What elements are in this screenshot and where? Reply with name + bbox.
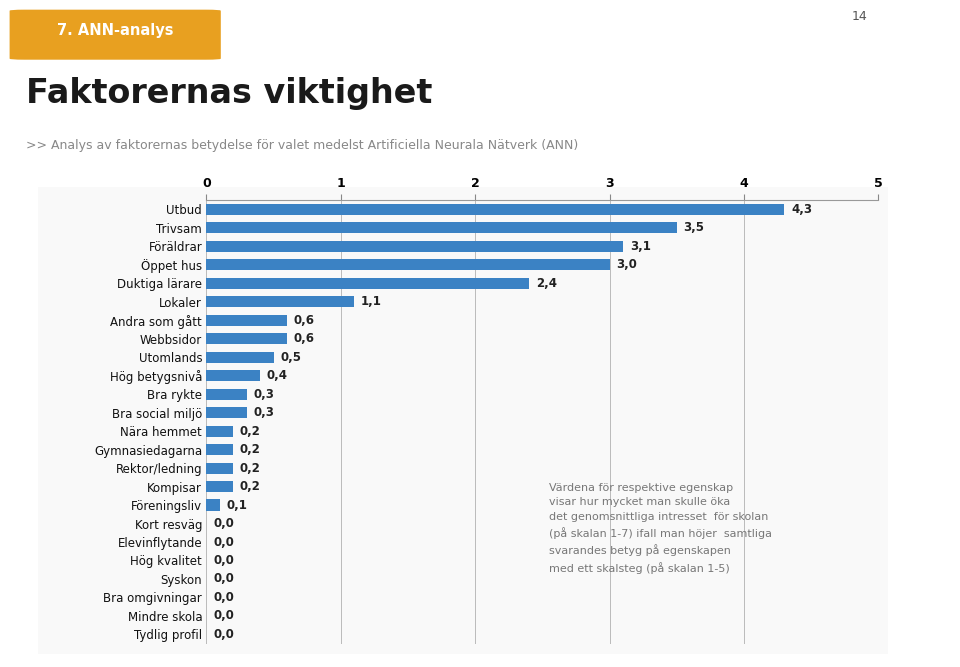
Text: 0,0: 0,0	[213, 554, 234, 567]
Text: 0,0: 0,0	[213, 591, 234, 604]
Text: 0,0: 0,0	[213, 572, 234, 586]
FancyBboxPatch shape	[10, 10, 221, 59]
Text: 0,3: 0,3	[253, 406, 275, 419]
Bar	[206, 259, 610, 270]
Bar	[206, 277, 529, 289]
Text: 0,4: 0,4	[267, 369, 288, 382]
Bar	[206, 296, 354, 307]
Text: Värdena för respektive egenskap
visar hur mycket man skulle öka
det genomsnittli: Värdena för respektive egenskap visar hu…	[549, 483, 772, 574]
Text: 0,2: 0,2	[240, 462, 261, 475]
Bar	[206, 352, 274, 363]
Bar	[206, 407, 247, 418]
Bar	[206, 462, 233, 474]
Text: 0,0: 0,0	[213, 610, 234, 622]
Bar	[206, 481, 233, 492]
Text: 0,1: 0,1	[227, 498, 248, 512]
Text: 14: 14	[852, 10, 867, 23]
Text: 0,0: 0,0	[213, 536, 234, 548]
Text: 0,6: 0,6	[294, 332, 315, 346]
Text: 0,2: 0,2	[240, 480, 261, 493]
Text: 0,2: 0,2	[240, 443, 261, 456]
Text: Faktorernas viktighet: Faktorernas viktighet	[26, 77, 432, 110]
Bar	[206, 204, 784, 215]
Bar	[206, 222, 677, 233]
FancyBboxPatch shape	[21, 177, 905, 663]
Bar	[206, 241, 623, 252]
Text: 0,6: 0,6	[294, 313, 315, 327]
Bar	[206, 333, 287, 344]
Text: 0,5: 0,5	[280, 351, 301, 364]
Text: 1,1: 1,1	[361, 295, 382, 308]
Bar	[206, 315, 287, 325]
Text: 0,2: 0,2	[240, 425, 261, 438]
Bar	[206, 444, 233, 455]
Bar	[206, 370, 260, 382]
Text: 4,3: 4,3	[791, 203, 812, 216]
Text: >> Analys av faktorernas betydelse för valet medelst Artificiella Neurala Nätver: >> Analys av faktorernas betydelse för v…	[26, 139, 578, 152]
Bar	[206, 500, 220, 511]
Text: 0,3: 0,3	[253, 388, 275, 401]
Text: 2,4: 2,4	[536, 277, 557, 289]
Text: 3,0: 3,0	[616, 258, 637, 271]
Text: 0,0: 0,0	[213, 628, 234, 641]
Text: 3,5: 3,5	[684, 221, 705, 234]
Text: 0,0: 0,0	[213, 517, 234, 530]
Text: 3,1: 3,1	[630, 240, 651, 253]
Bar	[206, 389, 247, 400]
Text: 7. ANN-analys: 7. ANN-analys	[57, 23, 174, 37]
Bar	[206, 426, 233, 437]
